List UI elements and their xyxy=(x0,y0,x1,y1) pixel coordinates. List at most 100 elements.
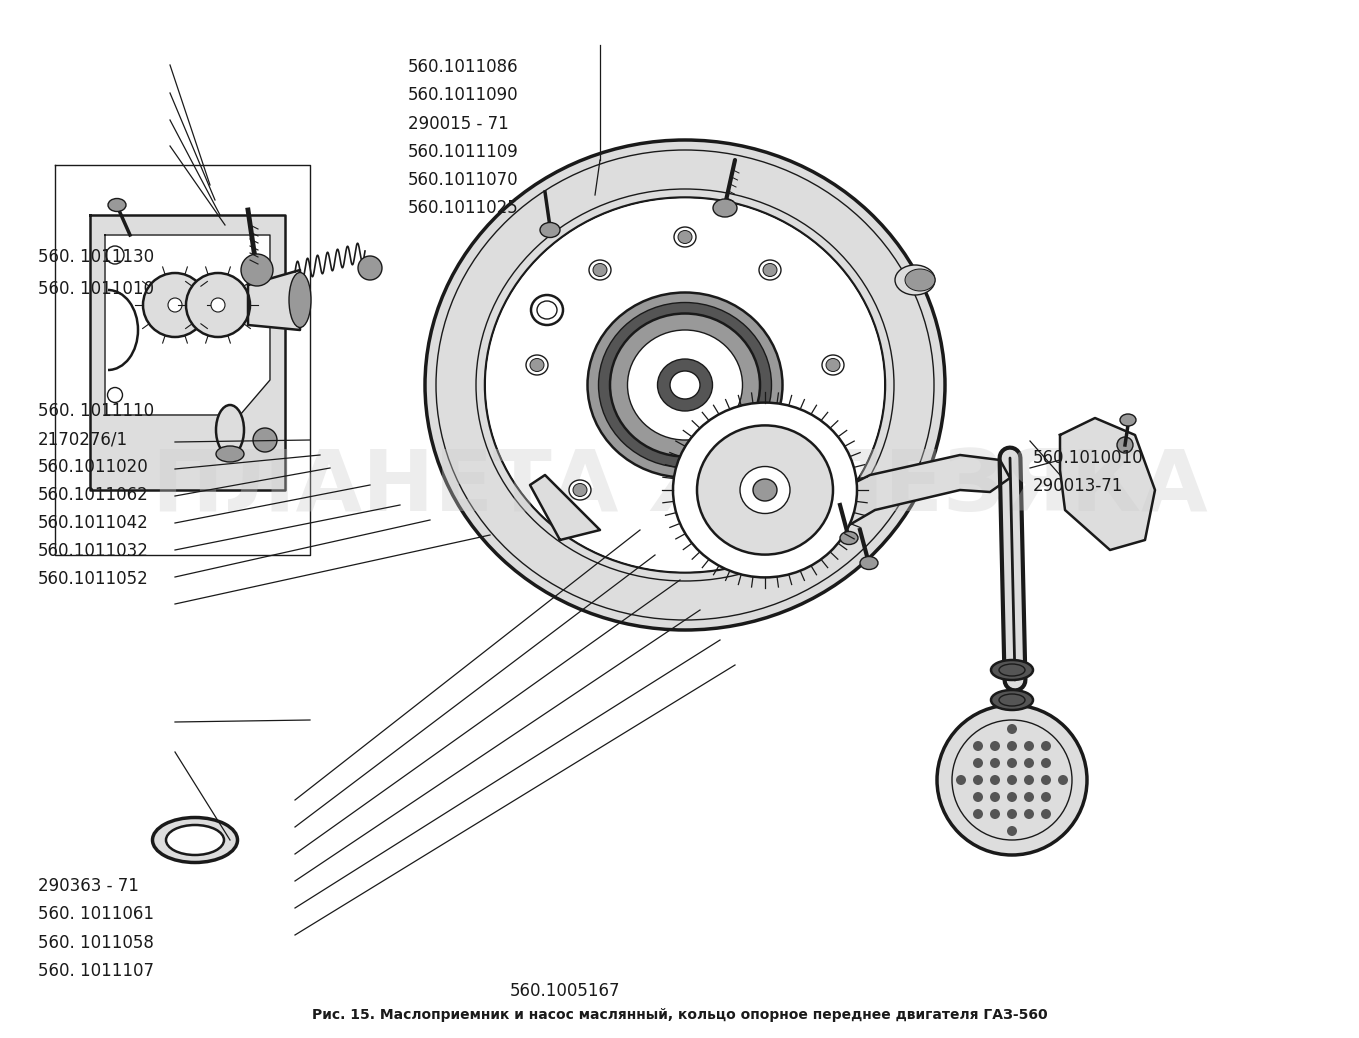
Circle shape xyxy=(973,792,983,802)
Ellipse shape xyxy=(593,264,607,276)
Text: 560. 1011107: 560. 1011107 xyxy=(38,961,154,980)
Circle shape xyxy=(1117,437,1133,453)
Text: 290013-71: 290013-71 xyxy=(1033,476,1124,495)
Circle shape xyxy=(973,741,983,752)
Circle shape xyxy=(1023,775,1034,785)
Ellipse shape xyxy=(530,358,544,372)
Ellipse shape xyxy=(753,479,777,501)
Circle shape xyxy=(1041,775,1051,785)
Text: 560.1011020: 560.1011020 xyxy=(38,458,148,476)
Circle shape xyxy=(955,775,966,785)
Polygon shape xyxy=(819,455,1010,535)
Ellipse shape xyxy=(569,480,591,500)
Ellipse shape xyxy=(822,355,844,375)
Circle shape xyxy=(1023,758,1034,768)
Ellipse shape xyxy=(896,265,935,295)
Circle shape xyxy=(989,809,1000,819)
Ellipse shape xyxy=(610,313,760,457)
Circle shape xyxy=(989,792,1000,802)
Circle shape xyxy=(1041,792,1051,802)
Polygon shape xyxy=(105,235,270,415)
Ellipse shape xyxy=(673,403,858,577)
Text: 560.1011025: 560.1011025 xyxy=(408,198,518,217)
Text: 560.1011070: 560.1011070 xyxy=(408,170,518,189)
Ellipse shape xyxy=(216,405,245,455)
Ellipse shape xyxy=(670,371,700,399)
Ellipse shape xyxy=(991,660,1033,680)
Ellipse shape xyxy=(678,230,692,244)
Text: 560. 1011061: 560. 1011061 xyxy=(38,905,154,924)
Circle shape xyxy=(1007,775,1017,785)
Circle shape xyxy=(1007,809,1017,819)
Ellipse shape xyxy=(840,531,858,545)
Text: 560. 1011130: 560. 1011130 xyxy=(38,248,154,267)
Polygon shape xyxy=(530,475,601,540)
Text: 560.1011090: 560.1011090 xyxy=(408,86,518,105)
Ellipse shape xyxy=(107,387,122,403)
Ellipse shape xyxy=(106,246,124,264)
Text: 560.1011109: 560.1011109 xyxy=(408,142,518,161)
Ellipse shape xyxy=(991,690,1033,710)
Polygon shape xyxy=(1060,418,1155,550)
Ellipse shape xyxy=(485,197,885,573)
Ellipse shape xyxy=(598,302,772,467)
Ellipse shape xyxy=(152,818,238,863)
Ellipse shape xyxy=(905,269,935,291)
Text: 2170276/1: 2170276/1 xyxy=(38,430,128,448)
Ellipse shape xyxy=(713,199,737,217)
Text: 560.1011032: 560.1011032 xyxy=(38,542,149,561)
Ellipse shape xyxy=(143,273,207,337)
Ellipse shape xyxy=(1120,414,1136,426)
Circle shape xyxy=(973,809,983,819)
Ellipse shape xyxy=(628,330,742,440)
Ellipse shape xyxy=(741,466,790,514)
Ellipse shape xyxy=(186,273,250,337)
Ellipse shape xyxy=(758,260,781,280)
Ellipse shape xyxy=(587,293,783,477)
Circle shape xyxy=(989,775,1000,785)
Ellipse shape xyxy=(826,358,840,372)
Circle shape xyxy=(1023,741,1034,752)
Ellipse shape xyxy=(289,273,311,328)
Ellipse shape xyxy=(860,556,878,570)
Text: 560. 1011010: 560. 1011010 xyxy=(38,279,154,298)
Ellipse shape xyxy=(169,298,182,312)
Circle shape xyxy=(1007,792,1017,802)
Text: Рис. 15. Маслоприемник и насос маслянный, кольцо опорное переднее двигателя ГАЗ-: Рис. 15. Маслоприемник и насос маслянный… xyxy=(311,1008,1048,1022)
Ellipse shape xyxy=(216,446,245,462)
Ellipse shape xyxy=(526,355,548,375)
Circle shape xyxy=(1007,758,1017,768)
Circle shape xyxy=(1041,809,1051,819)
Circle shape xyxy=(936,705,1087,855)
Circle shape xyxy=(253,428,277,452)
Ellipse shape xyxy=(779,480,800,500)
Circle shape xyxy=(1041,758,1051,768)
Text: 560.1011042: 560.1011042 xyxy=(38,514,148,532)
Circle shape xyxy=(1023,809,1034,819)
Ellipse shape xyxy=(487,198,883,572)
Text: 560.1005167: 560.1005167 xyxy=(510,982,620,1001)
Polygon shape xyxy=(90,215,285,490)
Circle shape xyxy=(1023,792,1034,802)
Text: 560. 1011058: 560. 1011058 xyxy=(38,933,154,952)
Ellipse shape xyxy=(573,484,587,496)
Circle shape xyxy=(989,758,1000,768)
Polygon shape xyxy=(247,270,300,330)
Ellipse shape xyxy=(425,140,945,630)
Ellipse shape xyxy=(783,484,796,496)
Ellipse shape xyxy=(674,227,696,247)
Text: 560.1011062: 560.1011062 xyxy=(38,486,148,504)
Text: 560.1010010: 560.1010010 xyxy=(1033,448,1143,467)
Circle shape xyxy=(1007,723,1017,734)
Circle shape xyxy=(973,758,983,768)
Circle shape xyxy=(1007,741,1017,752)
Ellipse shape xyxy=(588,260,612,280)
Text: ПЛАНЕТА ЖЕЛЕЗЯКА: ПЛАНЕТА ЖЕЛЕЗЯКА xyxy=(152,446,1207,529)
Circle shape xyxy=(1041,741,1051,752)
Circle shape xyxy=(973,775,983,785)
Ellipse shape xyxy=(540,222,560,238)
Ellipse shape xyxy=(166,825,224,855)
Text: 290363 - 71: 290363 - 71 xyxy=(38,877,139,896)
Text: 560.1011052: 560.1011052 xyxy=(38,570,148,589)
Ellipse shape xyxy=(762,264,777,276)
